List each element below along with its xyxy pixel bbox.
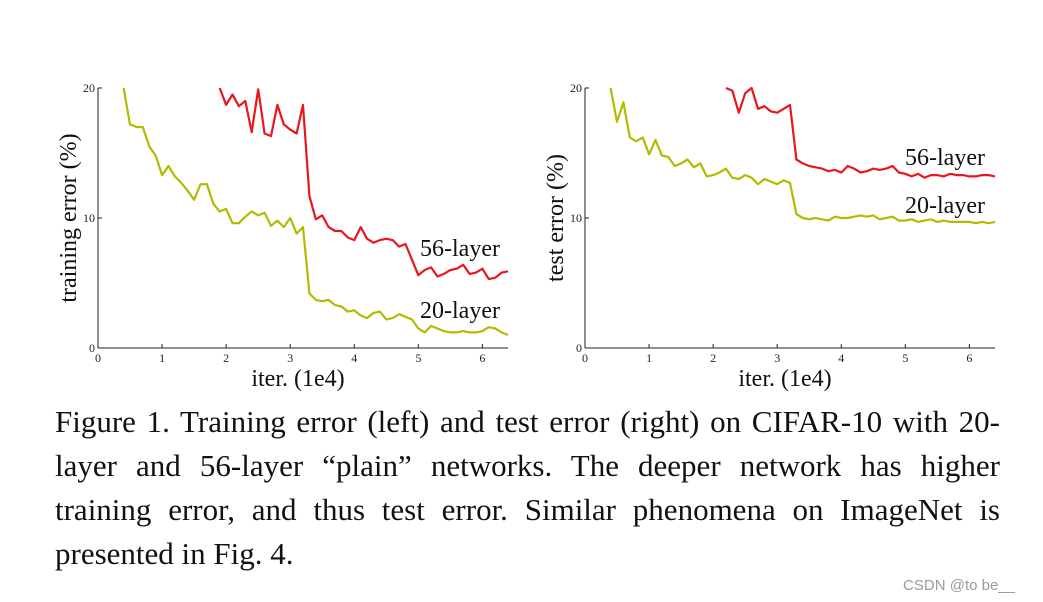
figure-caption: Figure 1. Training error (left) and test…	[55, 404, 1000, 571]
left-annotation-20-layer: 20-layer	[420, 298, 500, 324]
right-x-tick-label: 5	[902, 351, 908, 365]
left-x-tick-label: 6	[479, 351, 485, 365]
right-annotation-20-layer: 20-layer	[905, 193, 985, 219]
right-x-tick-label: 0	[582, 351, 588, 365]
left-x-tick-label: 1	[159, 351, 165, 365]
right-x-tick-label: 3	[774, 351, 780, 365]
left-y-tick-label: 0	[89, 341, 95, 355]
right-y-tick-label: 0	[576, 341, 582, 355]
test-error-chart: 0 1 2 3 4 5 6 0 10 20 iter. (1e4) test error (%) 56-…	[543, 81, 996, 392]
right-series-56-layer-line	[725, 86, 996, 179]
right-y-tick-label: 10	[570, 211, 582, 225]
left-y-tick-label: 20	[83, 81, 95, 95]
left-x-tick-label: 4	[351, 351, 357, 365]
left-series-56-layer-line	[218, 87, 509, 281]
left-annotation-56-layer: 56-layer	[420, 236, 500, 262]
left-y-tick-label: 10	[83, 211, 95, 225]
left-x-tick-label: 0	[95, 351, 101, 365]
left-series-20-layer-line	[122, 87, 509, 337]
left-x-tick-label: 3	[287, 351, 293, 365]
right-series-20-layer-line	[609, 87, 996, 225]
right-x-tick-label: 2	[710, 351, 716, 365]
right-x-axis-label: iter. (1e4)	[738, 366, 831, 392]
right-x-tick-label: 1	[646, 351, 652, 365]
left-x-axis-label: iter. (1e4)	[251, 366, 344, 392]
left-y-axis-label: training error (%)	[56, 133, 82, 302]
left-x-tick-label: 5	[415, 351, 421, 365]
right-y-axis-label: test error (%)	[543, 154, 569, 282]
watermark: CSDN @to be__	[903, 577, 1015, 594]
left-x-tick-label: 2	[223, 351, 229, 365]
right-annotation-56-layer: 56-layer	[905, 145, 985, 171]
right-y-tick-label: 20	[570, 81, 582, 95]
right-x-tick-label: 4	[838, 351, 844, 365]
training-error-chart: 0 1 2 3 4 5 6 0 10 20 iter. (1e4) training error (%…	[56, 81, 509, 392]
right-x-tick-label: 6	[966, 351, 972, 365]
